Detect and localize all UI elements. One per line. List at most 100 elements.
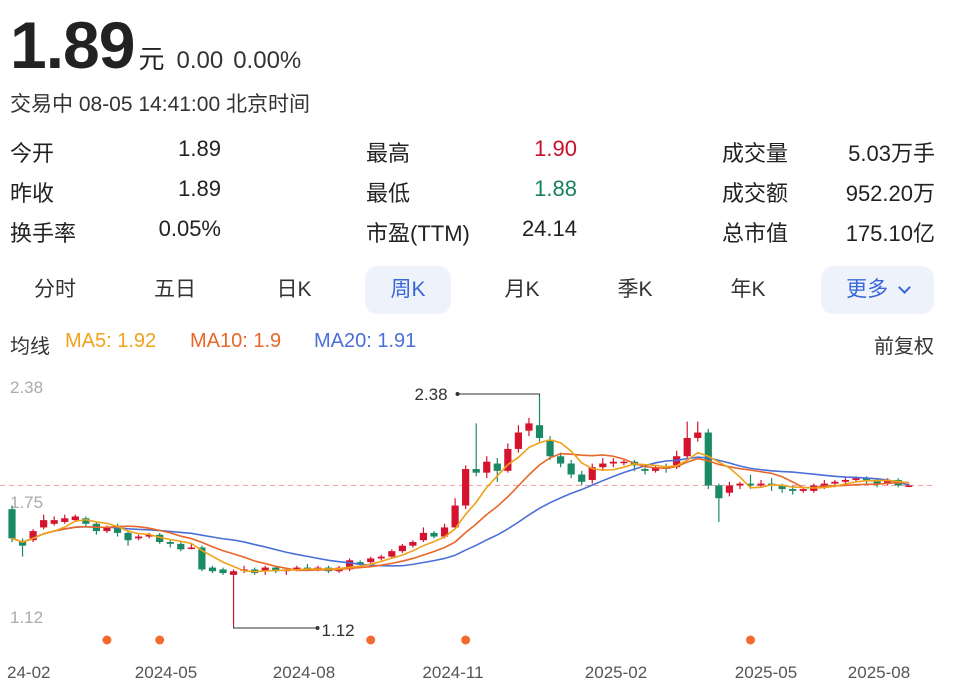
max-annotation-line [457,393,540,396]
candle-body [493,463,501,471]
candle-body [578,474,586,482]
tab-daily-k[interactable]: 日K [276,278,312,301]
candle-body [166,542,174,544]
stat-label: 总市值 [722,221,789,246]
ma5-value: MA5: 1.92 [65,330,157,352]
ma20-value: MA20: 1.91 [314,330,417,352]
stat-value: 952.20万 [845,181,935,206]
candle-body [884,479,892,484]
candle-body [409,542,417,546]
stat-label: 成交额 [722,181,789,206]
tab-five-day[interactable]: 五日 [154,278,196,301]
candle-body [557,456,565,464]
x-tick-label: 2024-08 [273,663,335,682]
candle-body [757,483,765,486]
kline-chart[interactable]: 2.38 1.75 1.12 2.38 1.12 24-02 2024-05 2024-08 2… [0,360,958,700]
stat-value: 1.88 [534,176,577,201]
stats-row: 昨收 1.89 最低 1.88 成交额 952.20万 [10,170,935,210]
candle-body [799,489,807,491]
candle-body [388,551,396,557]
x-tick-label: 2025-05 [735,663,797,682]
candle-body [588,467,596,480]
candle-body [609,461,617,464]
candle-body [620,461,628,464]
candle-body [430,532,438,537]
candle-body [145,534,153,537]
candle-body [831,481,839,484]
price-change-pct: 0.00% [233,47,302,74]
stat-value: 24.14 [521,216,577,241]
candle-body [683,437,691,457]
candle-body [905,485,913,487]
min-annotation-line [233,626,318,629]
tab-intraday[interactable]: 分时 [34,278,76,301]
candle-body [451,505,459,528]
more-button[interactable]: 更多 [821,266,934,314]
candle-body [398,545,406,552]
candle-body [208,567,217,572]
candle-body [746,483,755,486]
candle-body [367,558,375,563]
price-change: 0.00 [176,47,224,74]
stat-label: 市盈(TTM) [366,221,470,246]
candle-body [156,534,164,543]
event-marker [366,635,376,645]
candle-body [219,569,227,574]
event-marker [102,635,112,645]
candle-body [293,567,301,570]
candle-body [272,567,280,572]
candle-body [525,423,533,431]
price-unit: 元 [138,44,165,74]
quote-header: 1.89 元 0.00 0.00% [10,12,301,78]
last-price: 1.89 [10,8,135,82]
candle-body [440,527,449,537]
stat-value: 5.03万手 [848,141,935,166]
candle-body [694,432,702,438]
stat-label: 最高 [366,141,411,166]
candle-body [599,463,607,468]
candle-body [18,542,27,546]
min-annotation-dot [315,626,320,630]
candle-body [852,478,860,480]
candle-body [504,448,512,471]
candle-body [419,532,428,541]
y-tick-label: 1.12 [10,608,43,627]
candle-body [789,489,797,491]
candle-body [462,469,470,506]
candle-body [873,479,881,484]
stat-value: 1.90 [534,136,577,161]
stat-label: 今开 [10,141,55,166]
adjust-toggle[interactable]: 前复权 [874,336,934,358]
candle-body [198,547,206,570]
candle-body [778,485,786,490]
event-marker [155,635,165,645]
candle-body [472,469,480,473]
candle-body [8,509,16,539]
candle-body [483,461,491,473]
candle-body [736,483,744,486]
candle-body [651,467,660,471]
ma-title: 均线 [10,336,50,358]
event-marker [461,635,471,645]
stats-row: 今开 1.89 最高 1.90 成交量 5.03万手 [10,130,935,170]
candle-body [177,543,185,550]
candle-body [567,463,575,475]
candle-body [61,518,69,522]
stats-row: 换手率 0.05% 市盈(TTM) 24.14 总市值 175.10亿 [10,210,935,250]
tab-quarterly-k[interactable]: 季K [617,278,653,301]
candle-body [725,485,733,493]
x-tick-label: 24-02 [7,663,50,682]
candle-body [187,547,195,550]
period-tabs: 分时 五日 日K 周K 月K 季K 年K 更多 [10,266,934,316]
ma10-line [11,452,909,572]
ma10-value: MA10: 1.9 [190,330,282,352]
tab-monthly-k[interactable]: 月K [504,278,540,301]
candle-body [346,560,354,570]
min-price-label: 1.12 [322,621,355,640]
stats-grid: 今开 1.89 最高 1.90 成交量 5.03万手 昨收 1.89 最低 1.… [10,130,935,250]
candle-body [377,556,385,559]
tab-yearly-k[interactable]: 年K [730,278,766,301]
x-tick-label: 2025-08 [848,663,910,682]
max-price-label: 2.38 [415,385,448,404]
tab-weekly-k[interactable]: 周K [365,266,451,314]
